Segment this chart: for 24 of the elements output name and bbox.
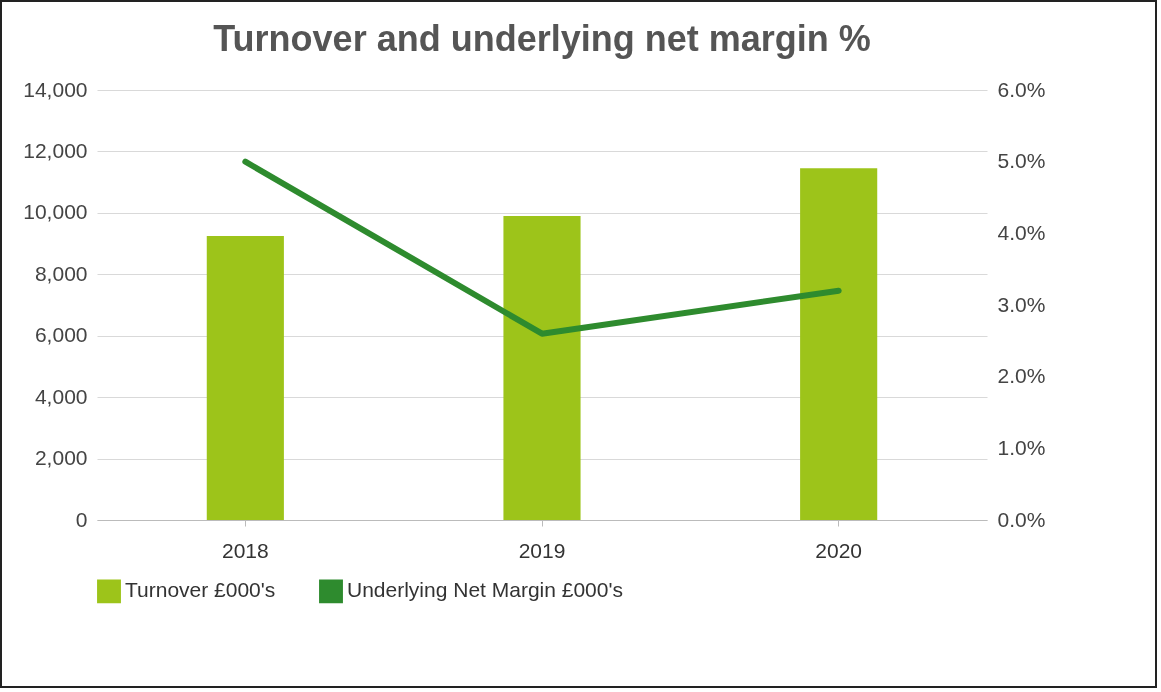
y-tick-label: 0 bbox=[75, 507, 88, 531]
y-tick-label: 12,000 bbox=[23, 138, 88, 162]
y2-tick-label: 3.0% bbox=[997, 292, 1046, 316]
y-tick-label: 6,000 bbox=[34, 323, 88, 347]
chart-title: Turnover and underlying net margin % bbox=[213, 18, 871, 59]
y2-tick-label: 1.0% bbox=[997, 435, 1046, 459]
y-tick-label: 4,000 bbox=[34, 384, 88, 408]
y2-tick-label: 2.0% bbox=[997, 364, 1046, 388]
y2-tick-label: 6.0% bbox=[997, 77, 1046, 101]
y-tick-label: 14,000 bbox=[23, 77, 88, 101]
bar bbox=[800, 168, 878, 520]
y2-tick-label: 4.0% bbox=[997, 220, 1046, 244]
x-tick-label: 2018 bbox=[221, 538, 269, 562]
x-tick-label: 2020 bbox=[815, 538, 863, 562]
legend-label: Underlying Net Margin £000's bbox=[347, 578, 623, 602]
bar bbox=[206, 235, 284, 520]
y-tick-label: 8,000 bbox=[34, 261, 88, 285]
y-tick-label: 2,000 bbox=[34, 446, 88, 470]
y2-tick-label: 0.0% bbox=[997, 507, 1046, 531]
y-tick-label: 10,000 bbox=[23, 200, 88, 224]
y2-tick-label: 5.0% bbox=[997, 149, 1046, 173]
legend-label: Turnover £000's bbox=[125, 578, 276, 602]
x-tick-label: 2019 bbox=[518, 538, 566, 562]
bar bbox=[503, 215, 581, 520]
